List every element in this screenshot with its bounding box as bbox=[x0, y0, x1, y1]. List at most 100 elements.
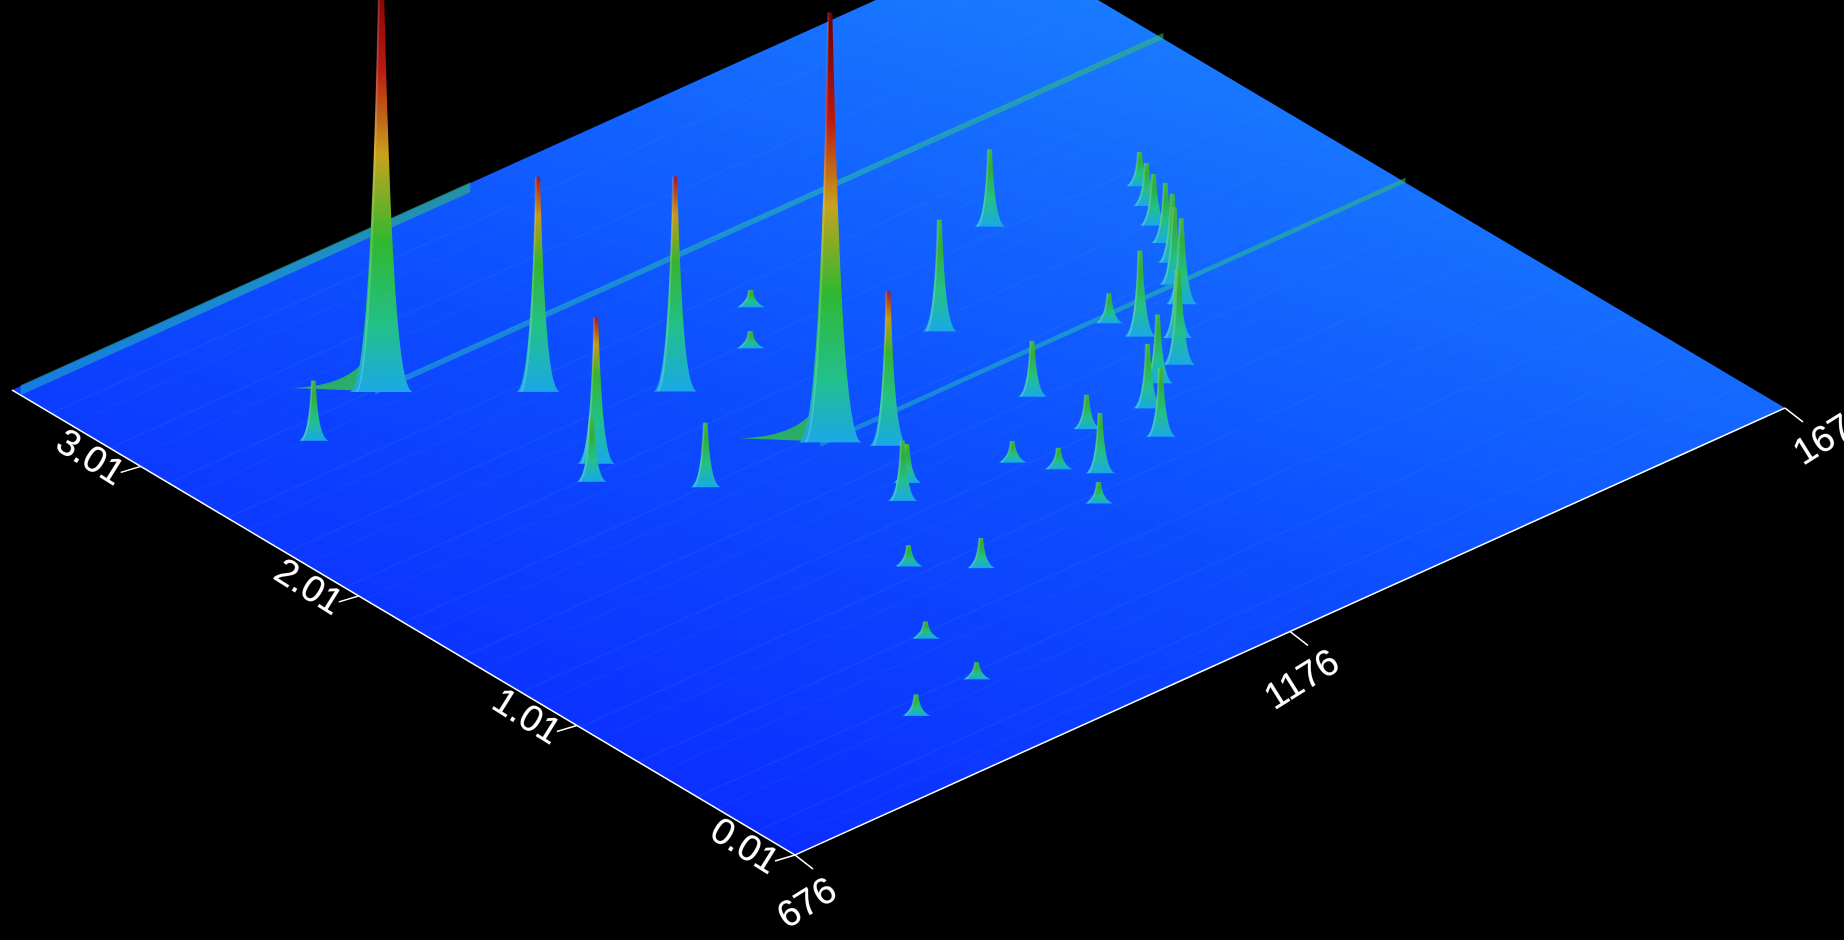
peak-highlight bbox=[804, 12, 830, 444]
peak-highlight bbox=[1086, 481, 1098, 505]
floor-streak bbox=[461, 209, 1453, 659]
peak bbox=[798, 12, 862, 443]
peak bbox=[736, 331, 765, 349]
floor-streak bbox=[481, 221, 1473, 670]
peak-highlight bbox=[738, 289, 750, 308]
peaks bbox=[291, 0, 1198, 717]
floor-streak bbox=[598, 291, 1590, 740]
peak-highlight bbox=[1147, 367, 1160, 438]
peak bbox=[349, 0, 413, 392]
peak-highlight bbox=[355, 0, 380, 393]
floor-streak bbox=[696, 349, 1688, 798]
peak bbox=[1124, 250, 1157, 337]
peak bbox=[1125, 151, 1154, 187]
floor-streak bbox=[109, 0, 1101, 449]
floor-streak bbox=[559, 267, 1551, 717]
peak bbox=[1044, 447, 1073, 470]
floor-streak bbox=[579, 279, 1570, 728]
peak-highlight bbox=[890, 440, 902, 502]
y-tick-label: 1176 bbox=[1257, 640, 1346, 717]
peak-highlight bbox=[1141, 173, 1153, 227]
peak bbox=[1162, 270, 1196, 365]
floor-streak bbox=[305, 116, 1296, 566]
peak bbox=[1139, 174, 1169, 226]
ridge-upper bbox=[375, 32, 1164, 395]
peak-highlight bbox=[519, 176, 538, 393]
x-tick bbox=[556, 724, 578, 733]
peak-highlight bbox=[738, 331, 750, 350]
peak-highlight bbox=[1019, 340, 1032, 398]
floor-streak bbox=[716, 360, 1708, 810]
peak bbox=[962, 662, 991, 680]
peak bbox=[1145, 367, 1176, 437]
peak bbox=[1150, 182, 1181, 244]
peak-highlight bbox=[1164, 269, 1177, 339]
peak bbox=[690, 422, 721, 488]
floor-streak bbox=[755, 384, 1747, 833]
peak-highlight bbox=[1127, 151, 1139, 187]
floor-streak bbox=[364, 151, 1355, 600]
floor-streak bbox=[501, 232, 1492, 682]
peak-highlight bbox=[692, 422, 705, 488]
floor-streak bbox=[618, 302, 1610, 752]
peak bbox=[736, 289, 765, 308]
peak bbox=[1132, 343, 1163, 409]
peak bbox=[887, 440, 918, 501]
peak bbox=[1095, 293, 1124, 324]
y-tick bbox=[1289, 630, 1309, 647]
peak-highlight bbox=[872, 290, 888, 447]
floor-streak bbox=[227, 70, 1218, 519]
floor-streak bbox=[657, 325, 1649, 775]
peak-highlight bbox=[656, 176, 675, 393]
peak bbox=[974, 149, 1006, 227]
peak-highlight bbox=[301, 380, 313, 442]
peak bbox=[516, 176, 560, 392]
floor-streak bbox=[285, 105, 1277, 554]
floor-streak bbox=[775, 395, 1766, 845]
peak-highlight bbox=[1165, 270, 1178, 366]
peak bbox=[1159, 207, 1191, 285]
y-tick-label: 676 bbox=[769, 869, 843, 936]
peak bbox=[893, 444, 922, 483]
peak-highlight bbox=[1135, 343, 1147, 410]
peak bbox=[869, 290, 908, 446]
peak-highlight bbox=[913, 621, 925, 640]
peak bbox=[998, 441, 1027, 463]
floor-streak bbox=[403, 174, 1394, 624]
peak-highlight bbox=[976, 149, 989, 228]
peak-highlight bbox=[1087, 413, 1100, 474]
floor-streak bbox=[207, 58, 1199, 507]
peak bbox=[894, 545, 923, 567]
peak bbox=[1085, 413, 1115, 474]
x-tick bbox=[120, 465, 141, 474]
peak bbox=[653, 176, 697, 392]
peak-highlight bbox=[904, 694, 916, 717]
peak-highlight bbox=[1159, 193, 1172, 264]
peak-highlight bbox=[1074, 394, 1086, 430]
x-tick bbox=[338, 595, 360, 603]
peak bbox=[298, 380, 329, 441]
floor-streak bbox=[70, 0, 1014, 426]
peak-highlight bbox=[896, 544, 908, 568]
peak-highlight bbox=[1161, 207, 1174, 286]
peak bbox=[911, 621, 940, 639]
floor-streak bbox=[735, 372, 1727, 821]
peak-highlight bbox=[969, 537, 981, 569]
peak-highlight bbox=[1046, 447, 1058, 470]
peak bbox=[1084, 481, 1113, 504]
floor-streak bbox=[638, 314, 1629, 763]
peak-highlight bbox=[578, 417, 591, 483]
peak bbox=[1017, 340, 1047, 397]
peak bbox=[902, 694, 931, 716]
peak bbox=[1072, 394, 1101, 430]
floor-streak bbox=[422, 186, 1414, 635]
peak-highlight bbox=[1126, 250, 1140, 338]
floor-streak bbox=[31, 0, 923, 403]
y-tick bbox=[794, 854, 814, 870]
floor-streak bbox=[266, 93, 1257, 542]
peak-highlight bbox=[1097, 293, 1109, 324]
floor-streak bbox=[50, 0, 969, 414]
floor-streak bbox=[520, 244, 1512, 693]
x-axis-line bbox=[11, 389, 796, 856]
